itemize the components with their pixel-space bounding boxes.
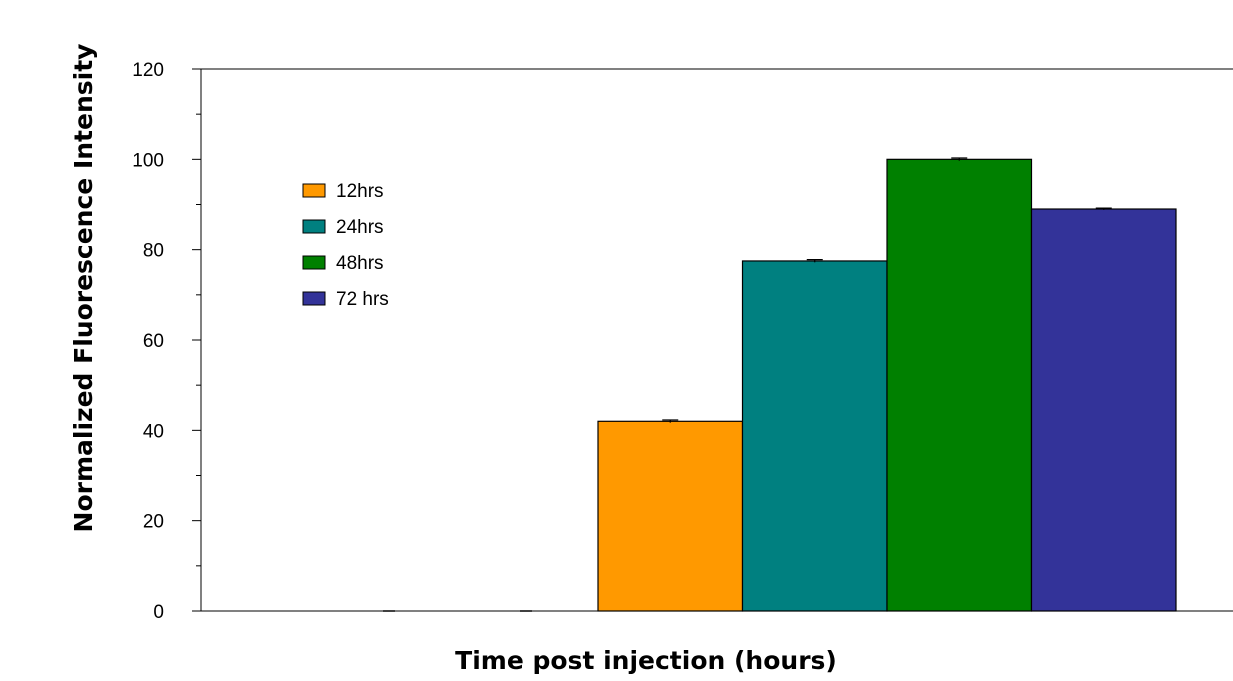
x-axis-title: Time post injection (hours) bbox=[455, 646, 837, 675]
y-axis: 0 20 40 60 80 100 120 bbox=[132, 60, 202, 623]
bar-24hrs bbox=[741, 260, 888, 612]
legend-swatch bbox=[302, 219, 326, 234]
bar-12hrs bbox=[597, 420, 744, 612]
bars bbox=[383, 157, 1177, 612]
y-tick-label: 0 bbox=[153, 602, 164, 623]
y-tick-label: 40 bbox=[143, 421, 164, 442]
legend-label: 48hrs bbox=[336, 253, 384, 274]
y-tick-label: 60 bbox=[143, 331, 164, 352]
legend-label: 24hrs bbox=[336, 217, 384, 238]
bar-72hrs bbox=[1030, 208, 1177, 612]
bar-48hrs bbox=[886, 158, 1033, 612]
y-tick-label: 20 bbox=[143, 512, 164, 533]
legend-swatch bbox=[302, 255, 326, 270]
legend-swatch bbox=[302, 291, 326, 306]
legend-swatch bbox=[302, 183, 326, 198]
y-tick-label: 100 bbox=[132, 150, 164, 171]
y-tick-label: 80 bbox=[143, 241, 164, 262]
legend-label: 72 hrs bbox=[336, 289, 389, 310]
y-axis-title: Normalized Fluorescence Intensity bbox=[69, 44, 98, 533]
legend: 12hrs 24hrs 48hrs 72 hrs bbox=[302, 181, 389, 310]
y-tick-label: 120 bbox=[132, 60, 164, 81]
legend-label: 12hrs bbox=[336, 181, 384, 202]
